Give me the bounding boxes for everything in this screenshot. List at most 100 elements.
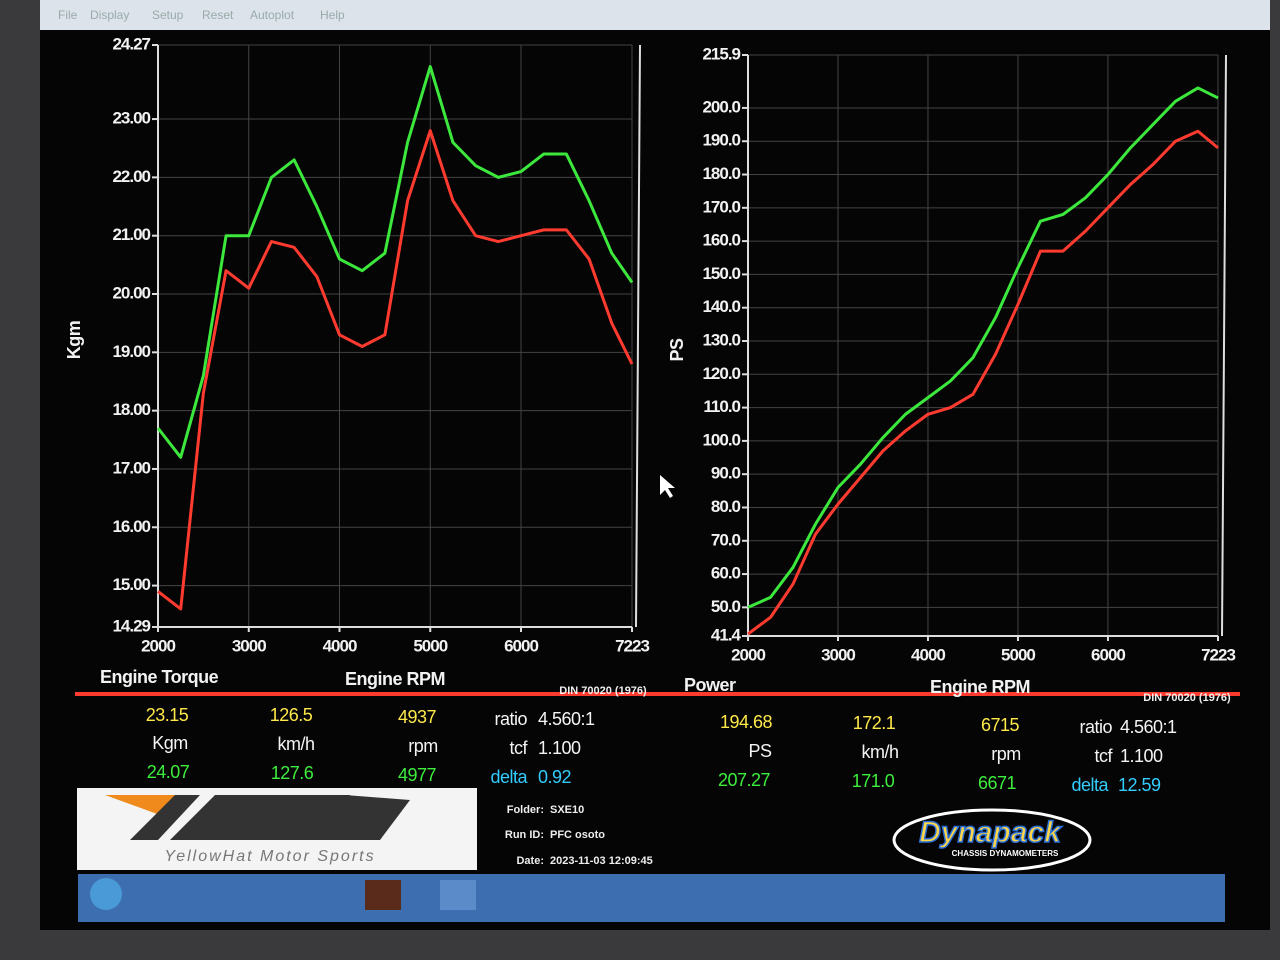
info-key: Run ID: [505, 829, 544, 841]
y-tick-label: 19.00 [112, 342, 150, 361]
logo-text: Dynapack [919, 816, 1062, 849]
x-tick-label: 3000 [232, 636, 266, 655]
readout-value: 6715 [981, 715, 1020, 735]
y-tick-label: 20.00 [112, 283, 150, 302]
logo-ring [892, 808, 1092, 872]
readout-value: 1.100 [538, 738, 581, 758]
menu-item[interactable]: Help [320, 8, 345, 22]
info-value: SXE10 [550, 804, 584, 816]
y-tick-label: 160.0 [702, 231, 740, 250]
readout-value: 194.68 [720, 712, 773, 732]
readout-value: 1.100 [1120, 746, 1163, 766]
chart: 41.4 50.0 60.0 70.0 80.0 90.0 100.0 110.0 120.0 1… [667, 44, 1237, 704]
data-line [747, 86, 1219, 609]
y-tick-label: 15.00 [112, 575, 150, 594]
readout-value: 171.0 [852, 771, 895, 791]
logo-subtext: CHASSIS DYNAMOMETERS [952, 849, 1059, 858]
readout-value: 12.59 [1118, 775, 1161, 795]
readout-value: 4937 [398, 707, 437, 727]
chart: 14.29 15.00 16.00 17.00 18.00 19.00 20.00 21.00… [64, 34, 651, 697]
x-tick-label: 5000 [413, 636, 447, 655]
readout-left: 23.15 126.5 4937 Kgm km/h rpm 24.07 127.… [146, 705, 596, 787]
readout-right: 194.68 172.1 6715 PS km/h rpm 207.27 171… [718, 712, 1178, 795]
menu-item[interactable]: Reset [202, 8, 234, 22]
menu-item[interactable]: Autoplot [250, 8, 295, 22]
menu-item[interactable]: Setup [152, 8, 184, 22]
logo-mark [130, 795, 200, 840]
run-info: Folder: SXE10 Run ID: PFC osoto Date: 20… [505, 804, 653, 867]
readout-value: 6671 [978, 773, 1017, 793]
readout-key: tcf [1094, 746, 1113, 766]
logo-text: YellowHat Motor Sports [164, 848, 375, 865]
readout-value: 4977 [398, 765, 437, 785]
taskbar-app[interactable] [365, 880, 401, 910]
y-tick-label: 110.0 [703, 397, 740, 416]
chart-title: Power [684, 675, 736, 695]
readout-key: ratio [494, 709, 527, 729]
cursor [660, 475, 675, 498]
y-axis-label: PS [667, 338, 687, 362]
y-axis-label: Kgm [64, 321, 84, 360]
y-tick-label: 22.00 [112, 167, 150, 186]
y-tick-label: 18.00 [112, 400, 150, 419]
readout-value: 0.92 [538, 767, 572, 787]
y-tick-label: 50.0 [711, 597, 741, 616]
info-key: Folder: [507, 804, 544, 816]
readout-key: delta [490, 767, 528, 787]
readout-key: delta [1071, 775, 1109, 795]
dynapack-logo: Dynapack CHASSIS DYNAMOMETERS [892, 808, 1092, 872]
menu-item[interactable]: Display [90, 8, 129, 22]
x-tick-label: 5000 [1001, 645, 1035, 664]
logo-mark [325, 795, 410, 840]
divider [75, 692, 1240, 696]
logo-mark [170, 795, 350, 840]
right-border [1221, 54, 1227, 637]
ims-logo: YellowHat Motor Sports [77, 788, 477, 870]
data-line [157, 129, 634, 611]
readout-unit: PS [748, 741, 772, 761]
info-key: Date: [516, 855, 544, 867]
y-tick-label: 70.0 [711, 530, 741, 549]
y-tick-label: 60.0 [711, 564, 741, 583]
x-tick-label: 2000 [731, 645, 765, 664]
readout-value: 127.6 [271, 763, 314, 783]
readout-value: 23.15 [146, 705, 189, 725]
taskbar [78, 874, 1225, 922]
taskbar-app[interactable] [440, 880, 476, 910]
standard-note: DIN 70020 (1976) [1143, 692, 1231, 704]
data-line [156, 65, 634, 459]
x-tick-label: 4000 [911, 645, 945, 664]
y-tick-label: 24.27 [112, 34, 150, 53]
y-tick-label: 90.0 [711, 464, 741, 483]
y-tick-label: 140.0 [702, 297, 740, 316]
x-axis-label: Engine RPM [345, 669, 445, 689]
readout-value: 4.560:1 [1120, 717, 1177, 737]
y-tick-label: 130.0 [702, 330, 740, 349]
y-tick-label: 120.0 [702, 364, 740, 383]
x-tick-label: 6000 [1091, 645, 1125, 664]
readout-unit: km/h [277, 734, 314, 754]
readout-unit: rpm [991, 744, 1021, 764]
menu: File Display Setup Reset Autoplot Help [58, 8, 345, 22]
y-tick-label: 100.0 [702, 430, 740, 449]
readout-unit: Kgm [152, 733, 188, 753]
start-button[interactable] [90, 878, 122, 910]
standard-note: DIN 70020 (1976) [559, 685, 647, 697]
info-value: PFC osoto [550, 829, 605, 841]
y-tick-label: 23.00 [112, 109, 150, 128]
readout-value: 172.1 [853, 713, 896, 733]
x-tick-label: 7223 [615, 636, 649, 655]
x-tick-label: 3000 [821, 645, 855, 664]
readout-value: 4.560:1 [538, 709, 595, 729]
menu-item[interactable]: File [58, 8, 78, 22]
menu-bar [40, 0, 1270, 30]
x-tick-label: 2000 [141, 636, 175, 655]
data-line [747, 129, 1219, 636]
readout-value: 207.27 [718, 770, 771, 790]
y-tick-label: 180.0 [702, 164, 740, 183]
x-axis-label: Engine RPM [930, 677, 1030, 697]
readout-unit: rpm [408, 736, 438, 756]
x-tick-label: 7223 [1201, 645, 1235, 664]
y-tick-label: 16.00 [112, 517, 150, 536]
